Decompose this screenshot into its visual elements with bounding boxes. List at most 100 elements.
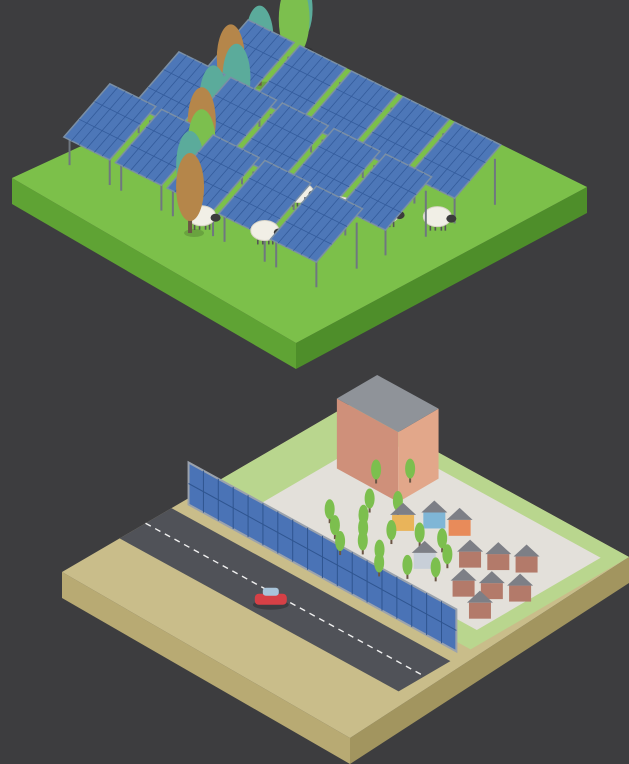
car-body: [254, 593, 287, 605]
panel-cell-line: [446, 140, 494, 195]
town-object: [421, 500, 448, 529]
small-tree-crown: [402, 554, 413, 575]
small-tree-crown: [324, 499, 335, 520]
tree-shadow: [184, 229, 205, 238]
small-tree-crown: [405, 458, 416, 479]
house-roof: [446, 507, 473, 520]
house-roof: [478, 571, 505, 584]
panel-cell-line: [343, 89, 391, 144]
field-object: [176, 153, 205, 238]
small-tree-crown: [357, 530, 368, 551]
town-object: [411, 540, 438, 569]
panel-cell-line: [138, 120, 185, 175]
town-object: [324, 499, 335, 524]
panel-cell-line: [354, 189, 402, 213]
panel-cell-line: [266, 117, 314, 172]
town-object: [478, 571, 505, 600]
panel-cell-line: [364, 100, 412, 154]
house-roof: [457, 539, 484, 552]
small-tree-trunk: [378, 570, 381, 577]
panel-cell-line: [320, 78, 368, 133]
panel-cell-line: [291, 64, 339, 118]
panel-cell-line: [369, 168, 417, 223]
panel-cell-line: [241, 171, 289, 226]
tree-trunk: [188, 211, 193, 234]
small-tree-crown: [414, 522, 425, 543]
panel-cell-line: [251, 138, 298, 162]
field-object: [269, 185, 364, 288]
panel-cell-line: [94, 101, 141, 125]
house-wall: [468, 602, 491, 619]
house-roof: [466, 590, 493, 603]
panel-cell-line: [268, 80, 316, 105]
panel-cell-line: [277, 189, 325, 244]
panel-cell-line: [261, 49, 308, 103]
panel-cell-line: [163, 66, 210, 121]
panel-cell-line: [335, 88, 383, 112]
panel-cell-line: [312, 74, 360, 129]
small-tree-trunk: [368, 506, 371, 513]
small-tree-crown: [437, 528, 448, 549]
field-object: [422, 206, 457, 231]
house-wall: [459, 551, 482, 568]
small-tree-crown: [430, 557, 441, 578]
panel-cell-line: [285, 193, 333, 248]
town-object: [336, 374, 439, 503]
small-tree-crown: [364, 488, 375, 509]
panel-cell-line: [197, 149, 245, 204]
town-object: [390, 502, 417, 531]
panel-cell-line: [423, 157, 471, 181]
panel-cell-line: [379, 107, 427, 162]
sheep-head: [210, 213, 221, 222]
panel-cell-line: [94, 98, 141, 153]
panel-cell-line: [372, 131, 419, 156]
panel-cell-line: [377, 172, 425, 227]
panel-cell-line: [268, 52, 316, 107]
panel-cell-line: [431, 133, 479, 188]
small-tree-crown: [374, 552, 385, 573]
panel-cell-line: [438, 137, 486, 191]
house-roof: [450, 568, 477, 581]
barrier-panel-divider: [188, 483, 457, 631]
town-object: [329, 515, 340, 540]
panel-cell-line: [197, 152, 244, 176]
car-window: [262, 587, 279, 596]
town-object: [357, 530, 368, 555]
panel-cell-line: [300, 203, 348, 227]
panel-cell-line: [387, 114, 434, 138]
panel-cell-line: [249, 175, 296, 230]
field-right-edge: [296, 187, 587, 369]
panel-cell-line: [276, 56, 324, 111]
small-tree-crown: [442, 544, 453, 565]
town-object: [414, 522, 425, 547]
building-side-wall: [398, 408, 439, 503]
panel-cell-line: [362, 165, 409, 220]
panel-cell-line: [226, 163, 273, 218]
panel-cell-line: [249, 177, 296, 202]
panel-cell-line: [354, 161, 402, 216]
panel-cell-line: [310, 139, 358, 194]
house-wall: [423, 512, 446, 529]
panel-cell-line: [318, 145, 365, 170]
panel-cell-line: [207, 88, 254, 143]
small-tree-trunk: [333, 533, 336, 540]
small-tree-trunk: [375, 477, 378, 484]
field-left-edge: [12, 178, 296, 369]
town-object: [437, 528, 448, 553]
small-tree-trunk: [446, 562, 449, 569]
panel-cell-line: [140, 55, 187, 110]
panel-cell-line: [295, 132, 342, 186]
field-object: [407, 121, 502, 224]
house-wall: [413, 552, 436, 569]
panel-cell-line: [155, 62, 203, 117]
field-object: [252, 44, 347, 147]
panel-cell-line: [258, 114, 306, 168]
panel-cell-line: [423, 129, 471, 184]
small-tree-crown: [386, 520, 397, 541]
building-front-wall: [336, 398, 399, 503]
panel-cell-line: [285, 221, 332, 245]
panel-cell-line: [318, 143, 365, 198]
small-tree-crown: [371, 459, 382, 480]
panel-cell-line: [302, 135, 350, 190]
